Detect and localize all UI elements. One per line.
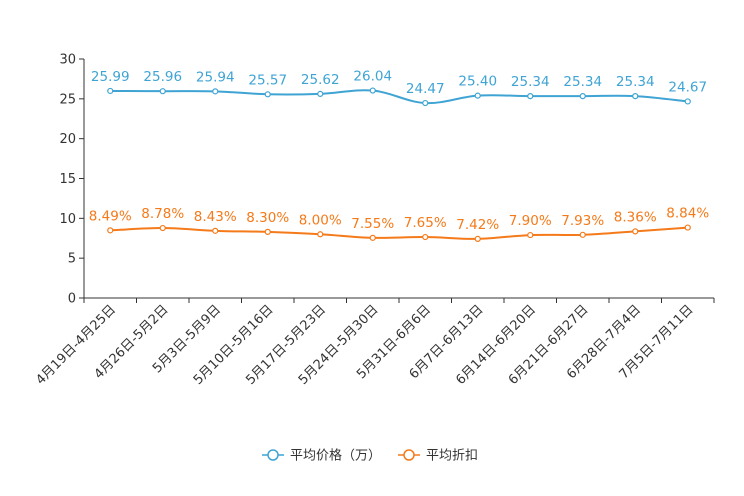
y-tick-label: 0 — [68, 292, 76, 307]
y-tick-label: 25 — [59, 92, 76, 107]
legend-item-discount[interactable]: 平均折扣 — [398, 449, 478, 464]
data-label: 26.04 — [353, 69, 392, 85]
y-tick-label: 20 — [59, 132, 76, 147]
data-point[interactable] — [107, 87, 114, 95]
data-point[interactable] — [212, 88, 219, 95]
data-label: 7.93% — [561, 213, 604, 229]
data-point[interactable] — [684, 98, 691, 105]
data-point[interactable] — [317, 90, 324, 97]
data-label: 8.49% — [89, 208, 132, 224]
legend[interactable]: 平均价格（万） 平均折扣 — [262, 448, 478, 464]
data-point[interactable] — [684, 224, 691, 231]
series-line-discount — [110, 226, 688, 240]
data-point[interactable] — [159, 224, 166, 232]
data-label: 25.34 — [616, 74, 655, 90]
data-point[interactable] — [579, 93, 586, 100]
data-point[interactable] — [474, 235, 481, 242]
data-label: 25.99 — [91, 69, 130, 85]
data-point[interactable] — [422, 233, 429, 241]
y-tick-label: 10 — [59, 212, 76, 227]
data-label: 24.47 — [406, 81, 445, 97]
data-label: 8.36% — [614, 209, 657, 225]
data-point[interactable] — [579, 231, 586, 238]
data-point[interactable] — [422, 99, 429, 107]
data-label: 7.65% — [404, 215, 447, 231]
data-label: 8.78% — [141, 206, 184, 222]
data-label: 25.57 — [248, 72, 287, 88]
data-label: 25.34 — [511, 74, 550, 90]
data-label: 7.90% — [509, 213, 552, 229]
legend-marker-icon — [267, 449, 279, 461]
y-tick-label: 5 — [68, 252, 76, 267]
data-label: 7.55% — [351, 216, 394, 232]
data-label: 8.84% — [666, 206, 709, 222]
data-point[interactable] — [264, 91, 271, 98]
data-point[interactable] — [107, 227, 114, 234]
data-point[interactable] — [527, 93, 534, 100]
data-label: 25.40 — [458, 74, 497, 90]
data-point[interactable] — [474, 92, 481, 99]
data-label: 24.67 — [668, 79, 707, 95]
data-point[interactable] — [369, 234, 376, 241]
y-axis: 0 5 10 15 20 25 30 — [59, 53, 85, 307]
data-point[interactable] — [632, 93, 639, 100]
data-point[interactable] — [632, 228, 639, 235]
y-tick-label: 15 — [59, 172, 76, 187]
data-point[interactable] — [369, 87, 376, 94]
data-label: 8.30% — [246, 210, 289, 226]
legend-label: 平均价格（万） — [290, 448, 381, 464]
y-tick-label: 30 — [59, 53, 76, 68]
data-point[interactable] — [159, 88, 166, 95]
legend-marker-icon — [403, 449, 415, 461]
data-label: 25.94 — [196, 69, 235, 85]
legend-label: 平均折扣 — [426, 449, 478, 464]
data-point[interactable] — [264, 228, 271, 235]
x-axis: 4月19日-4月25日4月26日-5月2日5月3日-5月9日5月10日-5月16… — [33, 297, 715, 388]
data-label: 25.34 — [563, 74, 602, 90]
data-label: 8.00% — [299, 212, 342, 228]
data-label: 25.62 — [301, 72, 340, 88]
series-area: 25.99 25.96 25.94 25.57 25.62 26.04 24.47 25.40… — [89, 69, 709, 242]
legend-item-price[interactable]: 平均价格（万） — [262, 448, 381, 464]
data-label: 25.96 — [143, 69, 182, 85]
data-label: 7.42% — [456, 217, 499, 233]
data-point[interactable] — [317, 231, 324, 238]
series-line-price — [110, 89, 688, 105]
data-point[interactable] — [212, 227, 219, 234]
data-label: 8.43% — [194, 209, 237, 225]
data-point[interactable] — [527, 231, 534, 239]
